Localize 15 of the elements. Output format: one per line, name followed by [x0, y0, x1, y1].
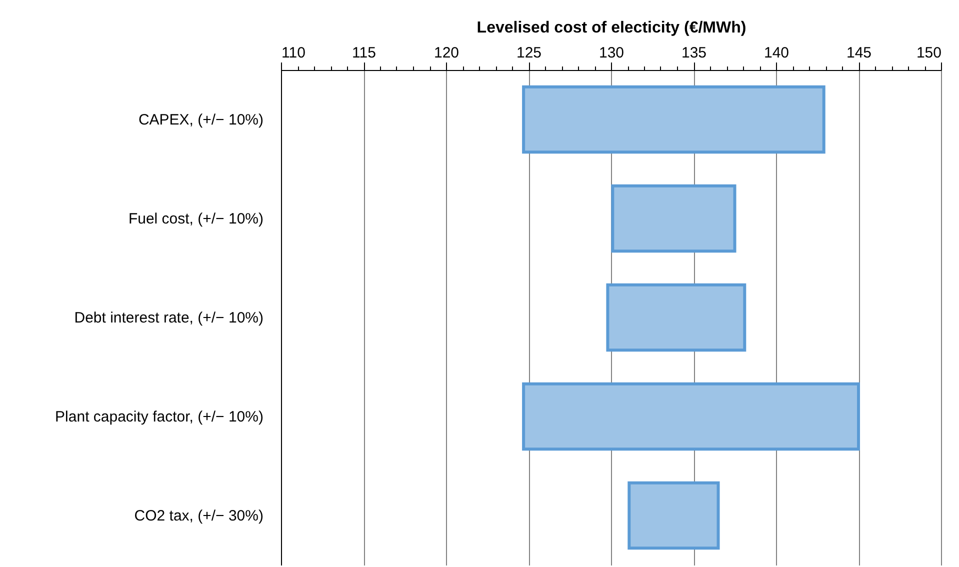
x-tick-label: 110: [282, 44, 306, 62]
x-tick-label: 115: [352, 44, 376, 62]
x-tick-label: 140: [764, 44, 790, 62]
x-axis-title: Levelised cost of electicity (€/MWh): [476, 20, 746, 36]
x-tick-label: 130: [598, 44, 624, 62]
y-tick-label: CO2 tax, (+/− 30%): [134, 508, 264, 524]
x-tick-label: 150: [916, 44, 942, 62]
x-tick-label: 135: [681, 44, 707, 62]
y-tick-label: Fuel cost, (+/− 10%): [128, 210, 264, 228]
x-tick-label: 145: [846, 44, 872, 62]
y-tick-label: Plant capacity factor, (+/− 10%): [55, 408, 264, 426]
x-tick-label: 120: [434, 44, 460, 62]
y-tick-label: CAPEX, (+/− 10%): [138, 112, 264, 128]
x-tick-label: 125: [516, 44, 542, 62]
y-tick-label: Debt interest rate, (+/− 10%): [74, 310, 264, 326]
